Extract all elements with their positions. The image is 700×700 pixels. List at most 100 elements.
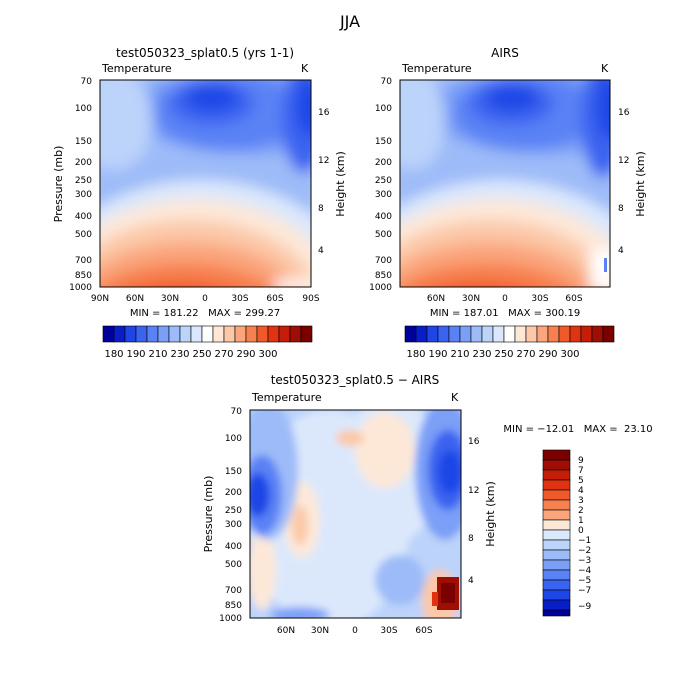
y-tick-label: 150 bbox=[375, 137, 392, 147]
y-ticks-left: 70 100 150 200 250 300 400 500 700 850 1… bbox=[69, 77, 92, 293]
colorbar-label: 230 bbox=[170, 349, 189, 360]
colorbar-swatch bbox=[124, 325, 137, 343]
colorbar-swatch bbox=[542, 569, 571, 581]
height-tick-label: 8 bbox=[618, 204, 624, 214]
colorbar-swatch bbox=[190, 325, 203, 343]
panel-difference: test050323_splat0.5 − AIRS Temperature K bbox=[202, 373, 653, 636]
colorbar-swatch bbox=[289, 325, 302, 343]
figure-title: JJA bbox=[339, 12, 360, 31]
colorbar-swatch bbox=[201, 325, 214, 343]
min-max-stats: MIN = 181.22 MAX = 299.27 bbox=[130, 308, 280, 319]
colorbar-swatch bbox=[135, 325, 148, 343]
colorbar-swatch bbox=[234, 325, 247, 343]
colorbar-label: 7 bbox=[578, 466, 584, 476]
y-tick-label: 850 bbox=[225, 601, 242, 611]
field-blob bbox=[250, 530, 276, 610]
colorbar-swatch bbox=[459, 325, 472, 343]
field-blob bbox=[355, 412, 415, 488]
y-tick-label: 200 bbox=[75, 158, 92, 168]
field-patch bbox=[441, 583, 455, 603]
units-label: K bbox=[601, 62, 609, 75]
y-tick-label: 100 bbox=[375, 104, 392, 114]
y-tick-label: 70 bbox=[231, 407, 243, 417]
height-tick-label: 4 bbox=[468, 576, 474, 586]
field-blob bbox=[375, 555, 425, 605]
colorbar-label: 270 bbox=[214, 349, 233, 360]
height-tick-label: 8 bbox=[318, 204, 324, 214]
y-axis-label: Pressure (mb) bbox=[52, 146, 65, 223]
colorbar-swatch bbox=[602, 325, 615, 343]
field-mask bbox=[590, 250, 610, 287]
x-tick-label: 90N bbox=[91, 294, 109, 304]
panel-title: AIRS bbox=[491, 46, 519, 60]
colorbar-label: 1 bbox=[578, 516, 584, 526]
units-label: K bbox=[301, 62, 309, 75]
colorbar-swatch bbox=[157, 325, 170, 343]
colorbar-swatch bbox=[525, 325, 538, 343]
y-tick-label: 850 bbox=[75, 271, 92, 281]
x-tick-label: 90S bbox=[302, 294, 319, 304]
y-ticks-right: 16 12 8 4 bbox=[618, 108, 630, 256]
y-ticks-right: 16 12 8 4 bbox=[318, 108, 330, 256]
colorbar-label: −1 bbox=[578, 536, 591, 546]
x-tick-label: 0 bbox=[502, 294, 508, 304]
y-tick-label: 400 bbox=[375, 212, 392, 222]
field-blob bbox=[136, 282, 224, 287]
height-tick-label: 16 bbox=[618, 108, 630, 118]
field-patch bbox=[432, 592, 438, 606]
y-tick-label: 500 bbox=[75, 230, 92, 240]
contour-field bbox=[250, 410, 461, 618]
colorbar-swatch bbox=[278, 325, 291, 343]
colorbar-label: −3 bbox=[578, 556, 591, 566]
colorbar-swatch bbox=[542, 479, 571, 491]
variable-label: Temperature bbox=[401, 62, 472, 75]
colorbar-label: 190 bbox=[126, 349, 145, 360]
y-tick-label: 1000 bbox=[369, 283, 392, 293]
field-mask bbox=[275, 280, 311, 287]
y-axis-label: Pressure (mb) bbox=[202, 476, 215, 553]
y-tick-label: 700 bbox=[225, 586, 242, 596]
y-ticks-left: 70 100 150 200 250 300 400 500 700 850 1… bbox=[219, 407, 242, 624]
colorbar-swatch bbox=[536, 325, 549, 343]
y-tick-label: 200 bbox=[375, 158, 392, 168]
x-ticks: 60N 30N 0 30S 60S bbox=[427, 294, 583, 304]
x-tick-label: 30N bbox=[462, 294, 480, 304]
field-blob bbox=[336, 430, 364, 446]
colorbar-swatch bbox=[102, 325, 115, 343]
colorbar-swatch bbox=[569, 325, 582, 343]
colorbar-swatch bbox=[514, 325, 527, 343]
colorbar-label: 0 bbox=[578, 526, 584, 536]
y-tick-label: 1000 bbox=[69, 283, 92, 293]
field-blob bbox=[486, 85, 538, 111]
colorbar-label: 270 bbox=[516, 349, 535, 360]
x-ticks: 90N 60N 30N 0 30S 60S 90S bbox=[91, 294, 320, 304]
min-max-stats: MIN = 187.01 MAX = 300.19 bbox=[430, 308, 580, 319]
y-tick-label: 850 bbox=[375, 271, 392, 281]
colorbar-label: −5 bbox=[578, 576, 591, 586]
colorbar-swatch bbox=[591, 325, 604, 343]
y-tick-label: 700 bbox=[75, 256, 92, 266]
colorbar-swatch bbox=[245, 325, 258, 343]
colorbar-swatch bbox=[113, 325, 126, 343]
field-blob bbox=[438, 450, 461, 494]
field-blob bbox=[100, 263, 274, 287]
y-axis-label-right: Height (km) bbox=[634, 151, 647, 217]
colorbar-label: 210 bbox=[148, 349, 167, 360]
panel-title: test050323_splat0.5 (yrs 1-1) bbox=[116, 46, 294, 60]
colorbar-label: 5 bbox=[578, 476, 584, 486]
y-tick-label: 150 bbox=[75, 137, 92, 147]
colorbar-label: −2 bbox=[578, 546, 591, 556]
field-patch bbox=[604, 258, 607, 272]
min-max-stats: MIN = −12.01 MAX = 23.10 bbox=[503, 424, 652, 435]
x-tick-label: 0 bbox=[202, 294, 208, 304]
plot-frame bbox=[399, 79, 611, 288]
colorbar-label: 190 bbox=[428, 349, 447, 360]
colorbar-swatch bbox=[542, 599, 571, 611]
colorbar-swatch bbox=[146, 325, 159, 343]
colorbar-swatch bbox=[503, 325, 516, 343]
colorbar-swatch bbox=[542, 489, 571, 501]
colorbar-swatch bbox=[542, 579, 571, 591]
x-tick-label: 60S bbox=[415, 626, 432, 636]
colorbar-swatch bbox=[415, 325, 428, 343]
y-tick-label: 300 bbox=[225, 520, 242, 530]
